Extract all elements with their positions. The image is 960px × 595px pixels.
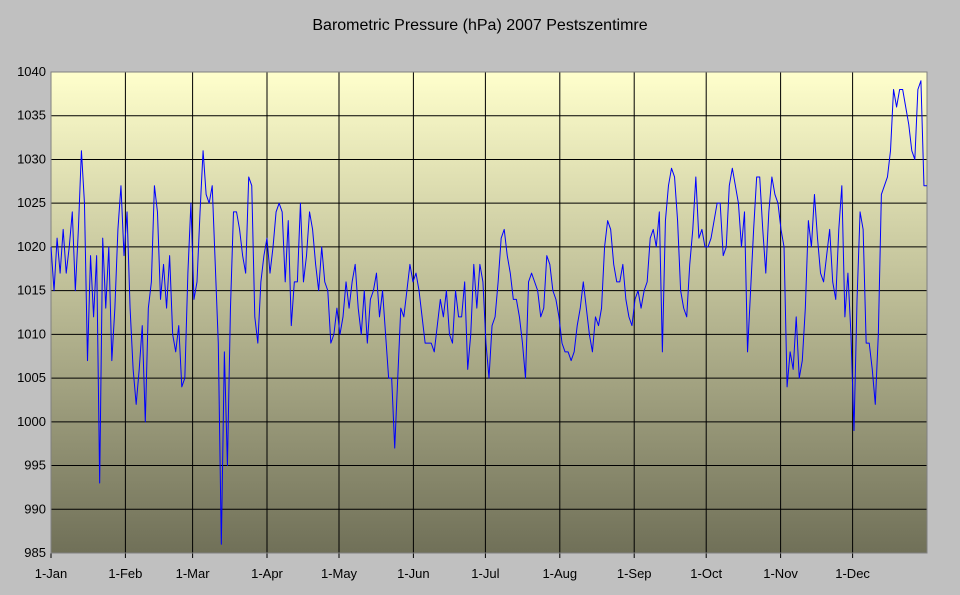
x-tick-label: 1-Apr: [251, 566, 283, 581]
x-tick-label: 1-Sep: [617, 566, 652, 581]
y-tick-label: 1005: [17, 370, 46, 385]
y-tick-label: 1025: [17, 195, 46, 210]
x-tick-label: 1-Jul: [471, 566, 499, 581]
y-tick-label: 1010: [17, 326, 46, 341]
plot-border: [50, 71, 928, 554]
y-tick-label: 985: [24, 545, 46, 560]
chart-title: Barometric Pressure (hPa) 2007 Pestszent…: [312, 17, 647, 34]
pressure-series-line: [50, 80, 927, 545]
x-tick-label: 1-Mar: [176, 566, 211, 581]
plot-area: [51, 72, 927, 553]
y-tick-label: 1035: [17, 108, 46, 123]
x-tick-label: 1-May: [321, 566, 358, 581]
vertical-gridlines: [50, 72, 854, 558]
y-tick-label: 995: [24, 458, 46, 473]
x-tick-label: 1-Feb: [108, 566, 142, 581]
x-tick-label: 1-Jan: [35, 566, 68, 581]
x-tick-label: 1-Nov: [763, 566, 798, 581]
y-tick-label: 1000: [17, 414, 46, 429]
x-tick-label: 1-Dec: [835, 566, 870, 581]
y-tick-label: 990: [24, 501, 46, 516]
y-tick-label: 1040: [17, 64, 46, 79]
x-axis-tick-labels: 1-Jan 1-Feb 1-Mar 1-Apr 1-May 1-Jun 1-Jul 1-Aug…: [35, 566, 871, 581]
y-tick-label: 1030: [17, 151, 46, 166]
y-tick-label: 1015: [17, 283, 46, 298]
x-tick-label: 1-Aug: [542, 566, 577, 581]
y-axis-tick-labels: 985 990 995 1000 1005 1010 1015 1020 1025 1030 103…: [17, 64, 46, 560]
x-tick-label: 1-Jun: [397, 566, 430, 581]
x-tick-label: 1-Oct: [690, 566, 722, 581]
y-tick-label: 1020: [17, 239, 46, 254]
